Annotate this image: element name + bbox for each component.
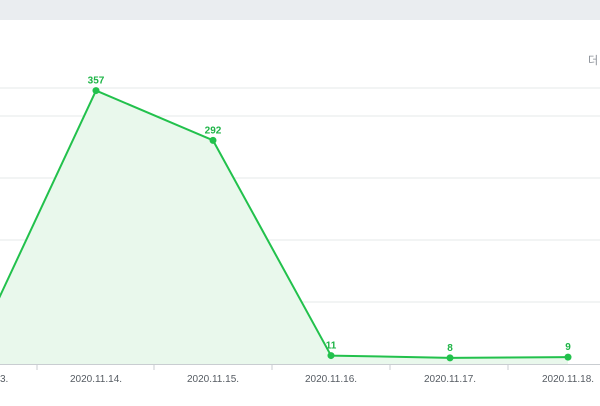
data-labels: 357 292 11 8 9 [88, 76, 572, 354]
series-area-fill [0, 90, 568, 364]
data-point[interactable] [327, 352, 335, 360]
series-line [0, 89, 569, 359]
data-point[interactable] [209, 136, 217, 144]
data-label: 292 [205, 125, 222, 136]
data-point[interactable] [564, 353, 572, 361]
x-tick-label: 2020.11.15. [187, 374, 239, 385]
x-tick-label: 2020.11.18. [542, 374, 594, 385]
data-point[interactable] [446, 354, 454, 362]
x-tick-label: 2020.11.16. [305, 374, 357, 385]
data-label: 8 [447, 343, 453, 354]
data-label: 9 [565, 342, 571, 353]
data-label: 357 [88, 76, 105, 87]
data-label: 11 [326, 341, 337, 352]
top-toolbar-strip [0, 0, 600, 20]
x-axis: 3. 2020.11.14. 2020.11.15. 2020.11.16. 2020.… [0, 364, 600, 385]
x-tick-label: 3. [0, 374, 8, 385]
x-tick-label: 2020.11.17. [424, 374, 476, 385]
x-tick-label: 2020.11.14. [70, 374, 122, 385]
more-link[interactable]: 더 [588, 55, 599, 67]
data-point[interactable] [92, 87, 100, 95]
data-points [92, 87, 572, 362]
